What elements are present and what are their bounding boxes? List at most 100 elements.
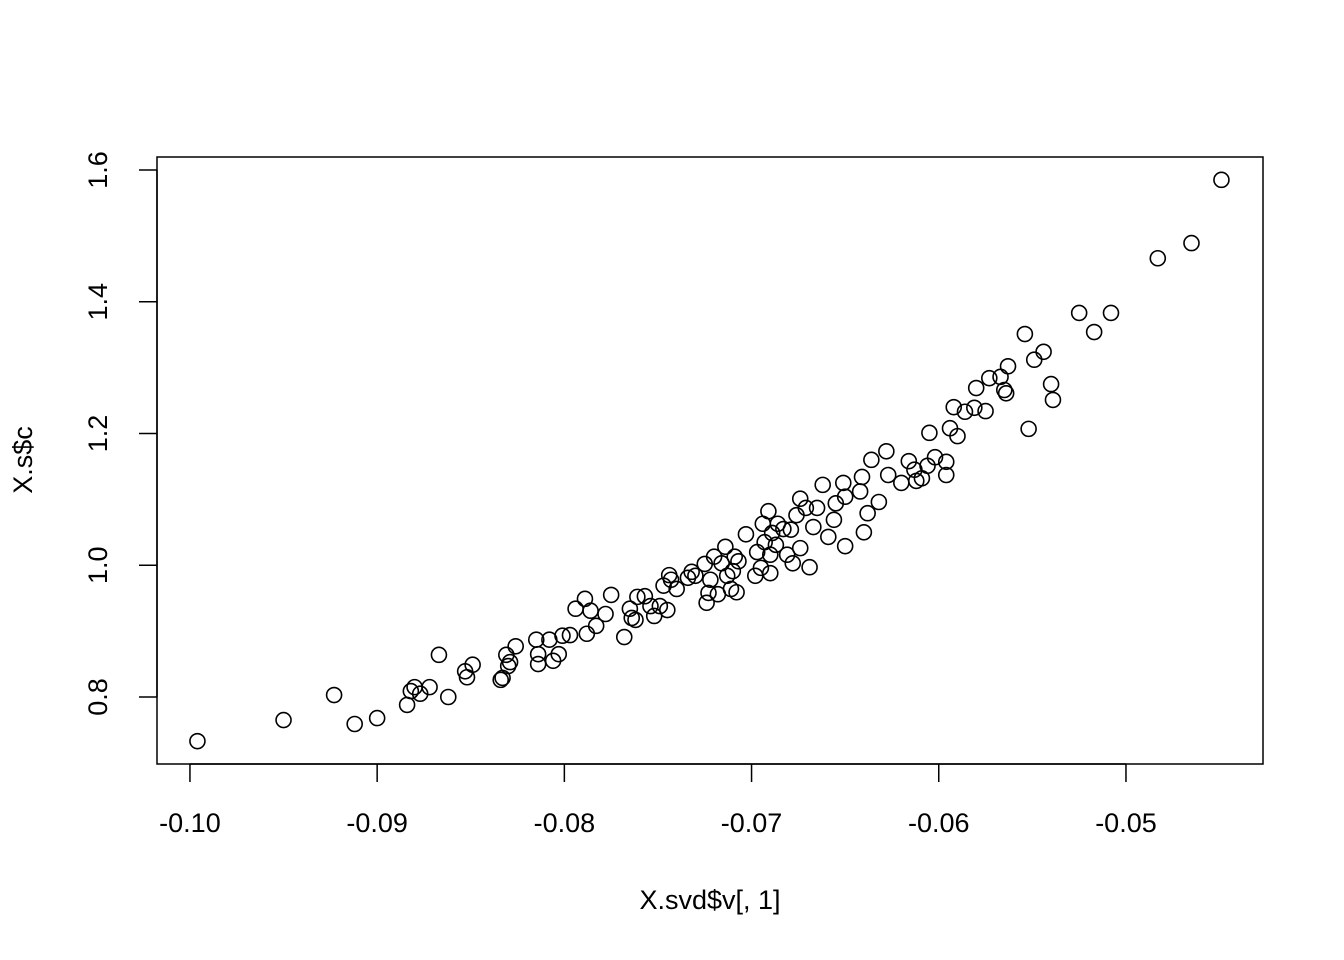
point (784, 554, 802, 572)
point (859, 504, 876, 522)
point (439, 688, 457, 706)
point (937, 453, 955, 471)
x-axis-title: X.svd$v[, 1] (639, 885, 780, 915)
point (700, 584, 717, 602)
point (1183, 234, 1200, 252)
x-tick-label: -0.06 (908, 808, 970, 838)
point (368, 709, 386, 727)
point (529, 645, 547, 663)
point (683, 563, 700, 581)
point (878, 442, 895, 460)
point (825, 511, 843, 529)
point (956, 403, 974, 421)
point (702, 571, 719, 589)
point (893, 474, 910, 492)
point (728, 583, 745, 601)
point (421, 678, 438, 696)
point (737, 525, 755, 543)
point (1102, 304, 1120, 322)
point (761, 564, 779, 582)
x-tick-label: -0.10 (159, 808, 221, 838)
point (430, 646, 448, 664)
point (778, 546, 796, 564)
point (775, 520, 792, 538)
point (550, 645, 568, 663)
point (602, 586, 620, 604)
point (325, 686, 343, 704)
point (464, 656, 481, 674)
x-tick-label: -0.09 (346, 808, 408, 838)
point (752, 559, 770, 577)
point (492, 671, 510, 689)
point (627, 611, 644, 629)
point (808, 499, 826, 517)
point (760, 502, 777, 520)
point (966, 399, 983, 417)
point (761, 546, 779, 564)
point (554, 627, 571, 645)
point (995, 381, 1013, 399)
point (851, 483, 869, 500)
point (529, 655, 547, 673)
point (863, 451, 880, 469)
point (402, 682, 420, 700)
x-tick-label: -0.08 (534, 808, 596, 838)
point (730, 552, 747, 570)
y-tick-label: 1.4 (83, 283, 113, 321)
point (836, 537, 854, 555)
point (763, 524, 781, 542)
point (997, 385, 1015, 402)
point (582, 602, 599, 620)
point (659, 601, 676, 619)
point (623, 609, 641, 627)
point (1044, 391, 1062, 409)
point (1025, 351, 1043, 369)
point (999, 357, 1017, 375)
point (791, 539, 809, 557)
point (921, 424, 938, 442)
point (722, 580, 740, 598)
point (853, 468, 871, 486)
point (578, 625, 596, 643)
point (834, 474, 852, 492)
y-axis-title: X.s$c (8, 426, 38, 494)
x-tick-label: -0.07 (721, 808, 783, 838)
point (949, 427, 966, 445)
x-tick-label: -0.05 (1095, 808, 1157, 838)
point (698, 594, 715, 612)
point (1016, 325, 1034, 343)
point (900, 452, 918, 470)
point (801, 558, 818, 576)
point (1020, 420, 1037, 438)
point (926, 448, 944, 466)
point (814, 476, 831, 494)
point (346, 715, 363, 733)
point (767, 536, 785, 554)
point (189, 732, 206, 750)
point (406, 678, 423, 696)
point (687, 567, 704, 585)
point (967, 379, 985, 397)
point (561, 626, 579, 644)
point (836, 488, 854, 506)
y-tick-label: 1.2 (83, 415, 113, 453)
point (597, 605, 614, 623)
point (1070, 304, 1088, 322)
point (791, 490, 809, 508)
point (636, 587, 654, 605)
y-tick-label: 0.8 (83, 678, 113, 716)
point (820, 528, 837, 546)
point (805, 518, 822, 536)
point (662, 571, 680, 589)
point (782, 521, 800, 538)
point (696, 555, 714, 573)
point (855, 524, 873, 541)
point (1035, 343, 1052, 361)
point (1042, 375, 1060, 393)
y-tick-label: 1.0 (83, 546, 113, 584)
point (544, 652, 562, 670)
point (1085, 323, 1103, 341)
point (1149, 249, 1167, 267)
point (629, 588, 646, 606)
